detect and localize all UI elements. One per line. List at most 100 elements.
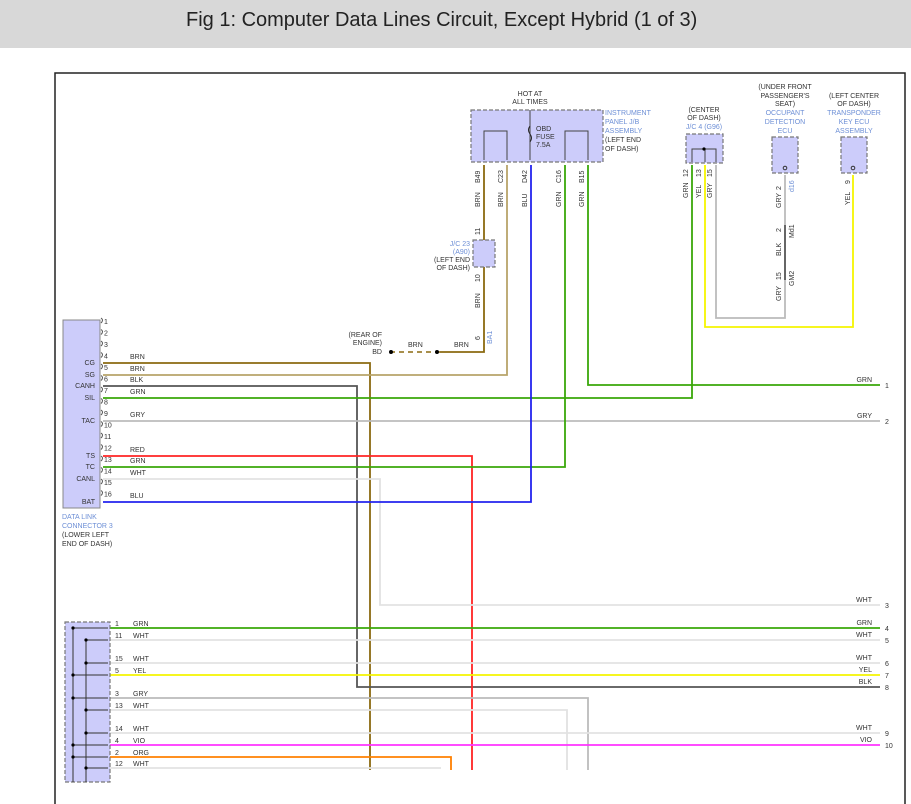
dlc-pin-number: 3 — [104, 342, 108, 349]
occupant-name: ECU — [778, 128, 793, 135]
pin-icon — [100, 363, 103, 370]
wire-color-label: GRN — [130, 389, 146, 396]
pin-icon — [100, 455, 103, 462]
occupant-location: (UNDER FRONT — [758, 84, 812, 91]
wire-color-label: GRY — [130, 412, 145, 419]
continuation-number: 9 — [885, 731, 889, 738]
pin-number: 15 — [115, 656, 123, 663]
splice-dot — [84, 638, 88, 642]
splice-dot — [71, 696, 75, 700]
pin-label: 15 — [707, 169, 714, 177]
wire-color-label: GRY — [776, 193, 783, 208]
jb-location: (LEFT END — [605, 137, 641, 144]
diagram-frame — [54, 72, 906, 804]
pin-icon — [100, 352, 103, 358]
pin-label: B15 — [579, 170, 586, 183]
wire-color-label: YEL — [696, 185, 703, 198]
wire-b49-brn — [440, 165, 485, 353]
wire-color-label: VIO — [133, 738, 146, 745]
splice-dot — [71, 743, 75, 747]
dlc-pin-name: CG — [85, 360, 96, 367]
wire-color-label: WHT — [856, 655, 873, 662]
wire-color-label: BLU — [130, 493, 144, 500]
dlc-pin-number: 12 — [104, 446, 112, 453]
wire-color-label: VIO — [860, 737, 873, 744]
pin-label: 15 — [776, 272, 783, 280]
splice-dot — [71, 626, 75, 630]
jb-location: OF DASH) — [605, 146, 638, 153]
jb-box — [470, 109, 604, 163]
wire-color-label: GRN — [579, 191, 586, 207]
dlc-pin-name: TAC — [82, 418, 95, 425]
pin-label: 2 — [776, 228, 783, 232]
dlc-pin-name: CANH — [75, 383, 95, 390]
transponder-name: ASSEMBLY — [835, 128, 873, 135]
pin-number: 13 — [115, 703, 123, 710]
dlc-pin-number: 10 — [104, 423, 112, 430]
pin-number: 5 — [115, 668, 119, 675]
pin-label: 6 — [475, 336, 482, 340]
wire-color-label: BLK — [776, 242, 783, 256]
jc23-location: OF DASH) — [437, 265, 470, 272]
pin-label: 12 — [683, 169, 690, 177]
title-bar: Fig 1: Computer Data Lines Circuit, Exce… — [0, 0, 911, 48]
pin-icon — [100, 432, 103, 439]
dlc-pin-name: TS — [86, 453, 95, 460]
splice-dot — [71, 755, 75, 759]
wire-color-label: YEL — [133, 668, 146, 675]
pin-icon — [100, 317, 103, 324]
wire-color-label: RED — [130, 447, 145, 454]
wire-dlc7-grn — [103, 165, 693, 399]
pin-number: 3 — [115, 691, 119, 698]
wire-color-label: WHT — [856, 725, 873, 732]
dlc-pin-number: 8 — [104, 400, 108, 407]
wire-color-label: BLK — [859, 679, 873, 686]
dlc-name: CONNECTOR 3 — [62, 523, 113, 530]
transponder-name: KEY ECU — [839, 119, 870, 126]
dlc-location: END OF DASH) — [62, 541, 112, 548]
dlc-pin-number: 1 — [104, 319, 108, 326]
fuse-label: 7.5A — [536, 142, 551, 149]
continuation-number: 8 — [885, 685, 889, 692]
continuation-number: 2 — [885, 419, 889, 426]
wire-color-label: WHT — [133, 703, 150, 710]
jc4-name: J/C 4 (G96) — [686, 124, 722, 131]
pin-number: 2 — [115, 750, 119, 757]
dlc-pin-name: SG — [85, 372, 95, 379]
transponder-box — [840, 136, 868, 174]
continuation-number: 1 — [885, 383, 889, 390]
wire-dlc6-blk — [103, 385, 880, 688]
dlc-pin-number: 14 — [104, 469, 112, 476]
wire-jc4-gry — [715, 165, 786, 319]
dlc-pin-number: 6 — [104, 377, 108, 384]
jb-internal — [483, 110, 589, 160]
pin-icon — [100, 444, 103, 450]
splice-dot — [84, 731, 88, 735]
ground-location: ENGINE) — [353, 340, 382, 347]
transponder-location: (LEFT CENTER — [829, 93, 879, 100]
wire-jc4-yel — [704, 165, 854, 328]
ground-id: BD — [372, 349, 382, 356]
pin-number: 12 — [115, 761, 123, 768]
transponder-name: TRANSPONDER — [827, 110, 881, 117]
wire-dlc14-wht — [103, 478, 880, 606]
occupant-detection-ecu: (UNDER FRONT PASSENGER'S SEAT) OCCUPANT … — [758, 84, 812, 301]
junction-connector-23: J/C 23 (A90) (LEFT END OF DASH) 11 10 BR… — [434, 228, 496, 344]
figure-title: Fig 1: Computer Data Lines Circuit, Exce… — [186, 9, 698, 31]
wire-dlc16-blu — [103, 165, 532, 503]
wire-color-label: WHT — [133, 633, 150, 640]
wire-color-label: GRN — [130, 458, 146, 465]
dlc-pin-number: 4 — [104, 354, 108, 361]
jc23-box — [472, 239, 496, 268]
fuse-label: OBD — [536, 126, 551, 133]
wire-color-label: BRN — [475, 293, 482, 308]
connector-id: GM2 — [789, 271, 796, 286]
wire-color-label: GRN — [683, 182, 690, 198]
pin-icon — [100, 409, 103, 416]
pin-label: C16 — [556, 170, 563, 183]
dlc-pin-name: BAT — [82, 499, 96, 506]
continuation-number: 4 — [885, 626, 889, 633]
dlc-pin-name: TC — [86, 464, 95, 471]
jc4-location: OF DASH) — [687, 115, 720, 122]
